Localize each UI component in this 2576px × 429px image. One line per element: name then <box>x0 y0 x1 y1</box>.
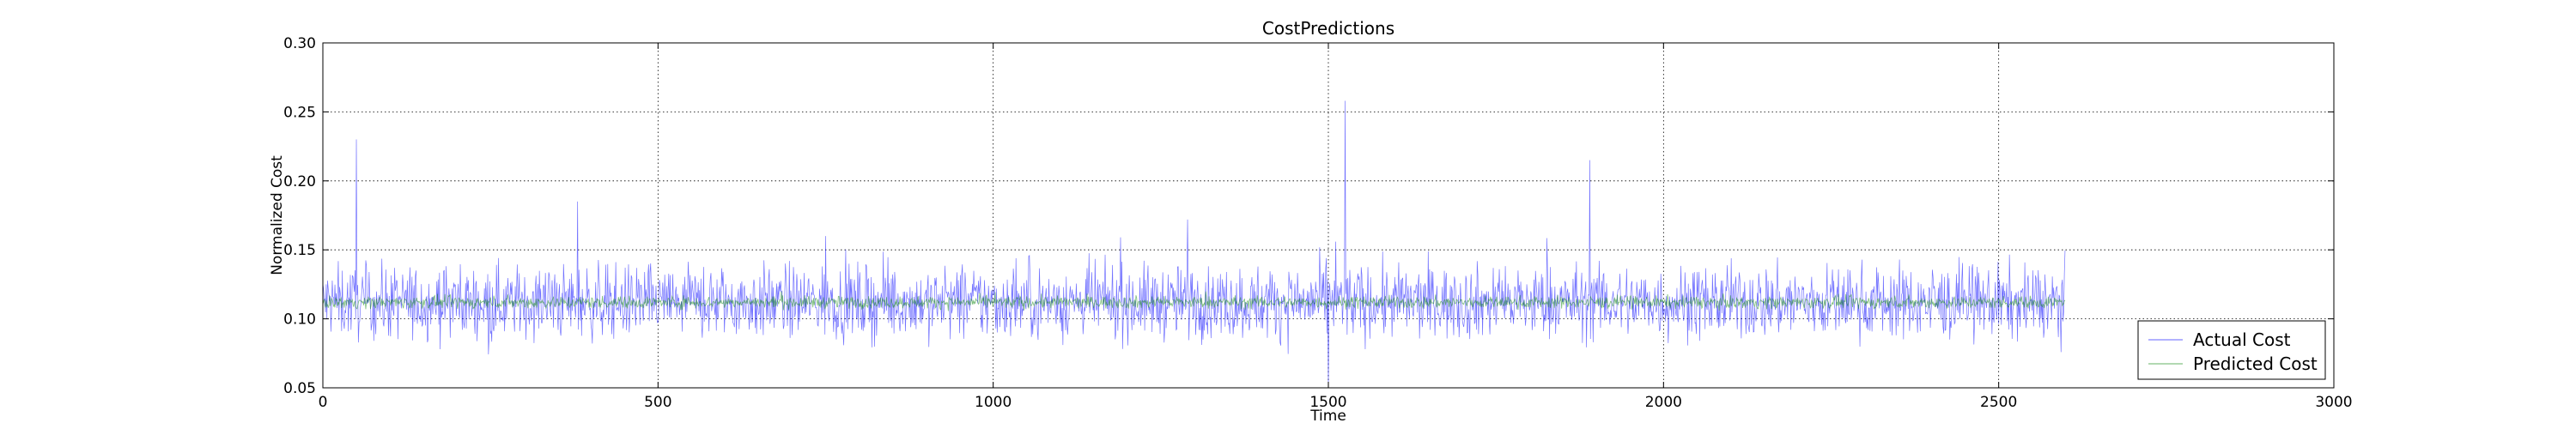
axis-ticks: 0 500 1000 1500 2000 2500 3000 0.05 0.10 0.15 0.20… <box>283 35 2352 411</box>
x-tick-label: 0 <box>319 394 328 411</box>
y-tick-label: 0.25 <box>283 104 316 121</box>
y-tick-label: 0.30 <box>283 35 316 52</box>
chart-title: CostPredictions <box>1262 18 1394 39</box>
predicted-cost-line <box>322 291 2066 311</box>
x-tick-label: 500 <box>644 394 671 411</box>
x-tick-label: 2500 <box>1980 394 2017 411</box>
y-tick-label: 0.10 <box>283 311 316 329</box>
y-tick-label: 0.20 <box>283 173 316 190</box>
legend-box <box>2137 320 2326 380</box>
x-tick-label: 3000 <box>2315 394 2352 411</box>
y-tick-label: 0.05 <box>283 380 316 397</box>
grid <box>323 43 2334 388</box>
y-axis-label: Normalized Cost <box>269 155 286 275</box>
legend-label: Predicted Cost <box>2193 353 2318 374</box>
y-tick-label: 0.15 <box>283 242 316 259</box>
x-tick-label: 1000 <box>975 394 1012 411</box>
x-axis-label: Time <box>1309 408 1346 425</box>
series-predicted-cost <box>322 291 2066 311</box>
actual-cost-line <box>322 100 2066 389</box>
x-tick-label: 2000 <box>1645 394 1682 411</box>
legend: Actual Cost Predicted Cost <box>2137 320 2326 380</box>
series-actual-cost <box>322 100 2066 389</box>
plot-frame <box>322 42 2335 389</box>
x-tick-label: 1500 <box>1309 394 1346 411</box>
legend-label: Actual Cost <box>2193 329 2291 350</box>
